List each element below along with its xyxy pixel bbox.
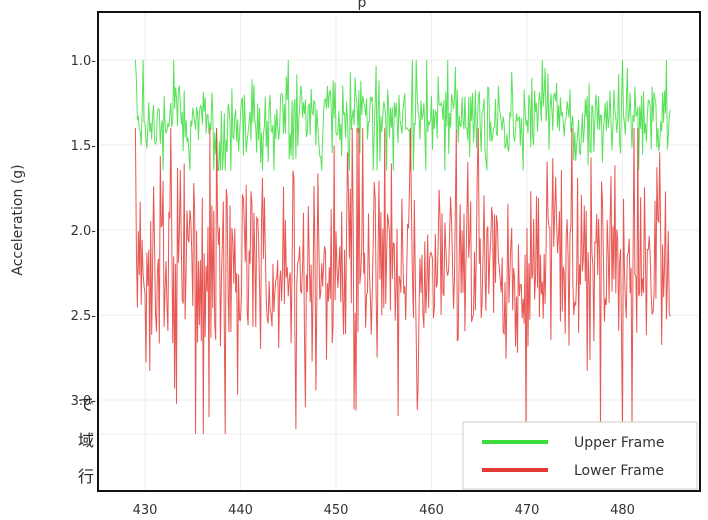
plot-frame — [97, 11, 701, 492]
side-text-fragments: で域行 — [78, 395, 94, 486]
legend: Upper Frame Lower Frame — [462, 421, 698, 490]
legend-label-upper-frame: Upper Frame — [574, 435, 664, 451]
y-axis-label: Acceleration (g) — [10, 164, 26, 275]
grid-lines — [99, 13, 699, 490]
y-tick-label-3: 2.5- — [71, 309, 97, 324]
x-tick-label-0: 430 — [133, 503, 158, 518]
x-axis-ticks: 430 440 450 460 470 480 — [133, 503, 635, 518]
series-line-lower-frame — [134, 127, 671, 435]
legend-label-lower-frame: Lower Frame — [574, 463, 664, 479]
y-tick-label-0: 1.0- — [71, 54, 97, 69]
side-text-0: で — [78, 395, 94, 414]
side-text-2: 行 — [78, 467, 94, 486]
y-tick-label-4: 3.0- — [71, 394, 97, 409]
series-line-upper-frame — [134, 59, 671, 171]
x-tick-label-4: 470 — [515, 503, 540, 518]
x-tick-label-3: 460 — [419, 503, 444, 518]
chart-title-fragment: p — [358, 0, 367, 11]
x-tick-label-2: 450 — [324, 503, 349, 518]
side-text-1: 域 — [78, 431, 94, 450]
x-tick-label-1: 440 — [228, 503, 253, 518]
y-axis-ticks: 1.0- 1.5- 2.0- 2.5- 3.0- — [71, 54, 97, 409]
y-tick-label-1: 1.5- — [71, 139, 97, 154]
legend-box — [462, 421, 698, 490]
y-tick-label-2: 2.0- — [71, 224, 97, 239]
x-tick-label-5: 480 — [610, 503, 635, 518]
series-lines — [134, 59, 671, 435]
